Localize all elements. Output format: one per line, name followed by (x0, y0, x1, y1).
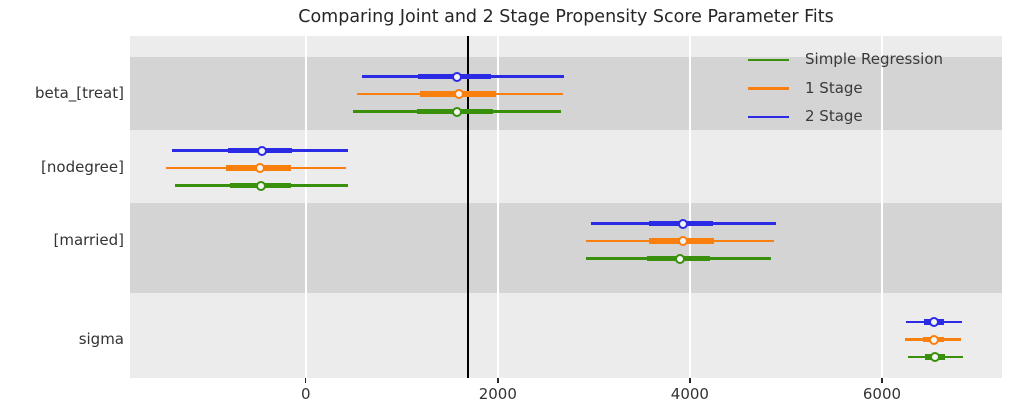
gridline (304, 36, 307, 378)
chart-title: Comparing Joint and 2 Stage Propensity S… (298, 7, 834, 27)
x-tick-label: 4000 (670, 385, 709, 403)
legend-item-label: 1 Stage (805, 78, 863, 97)
gridline (497, 36, 499, 378)
x-tick-label: 6000 (862, 385, 902, 403)
median-marker (928, 334, 939, 345)
y-axis-label: [nodegree] (41, 158, 124, 176)
median-marker (451, 71, 462, 82)
x-tick-label: 2000 (478, 385, 517, 403)
gridline (689, 36, 691, 378)
legend-line-sample (748, 87, 789, 90)
reference-line (466, 36, 470, 378)
gridline (881, 36, 883, 378)
x-tick-label: 0 (300, 385, 311, 403)
legend-item-label: 2 Stage (805, 107, 863, 125)
x-axis-tick (689, 378, 691, 383)
x-axis-tick (305, 378, 307, 383)
y-axis-label: sigma (78, 329, 124, 348)
legend-item-label: Simple Regression (805, 50, 944, 68)
median-marker (675, 253, 686, 264)
y-axis-label: beta_[treat] (34, 84, 124, 102)
y-axis-label: [married] (53, 231, 125, 249)
x-axis-tick (881, 378, 883, 383)
median-marker (255, 180, 266, 191)
median-marker (256, 145, 267, 156)
row-shading-band (130, 203, 1002, 293)
x-axis-tick (497, 378, 499, 383)
legend-line-sample (748, 58, 789, 62)
legend-line-sample (748, 115, 789, 119)
median-marker (678, 236, 689, 246)
median-marker (678, 218, 689, 229)
median-marker (452, 106, 463, 117)
median-marker (454, 89, 465, 99)
median-marker (929, 352, 940, 362)
row-shading-band (130, 57, 1002, 130)
median-marker (254, 163, 265, 173)
median-marker (928, 317, 939, 327)
